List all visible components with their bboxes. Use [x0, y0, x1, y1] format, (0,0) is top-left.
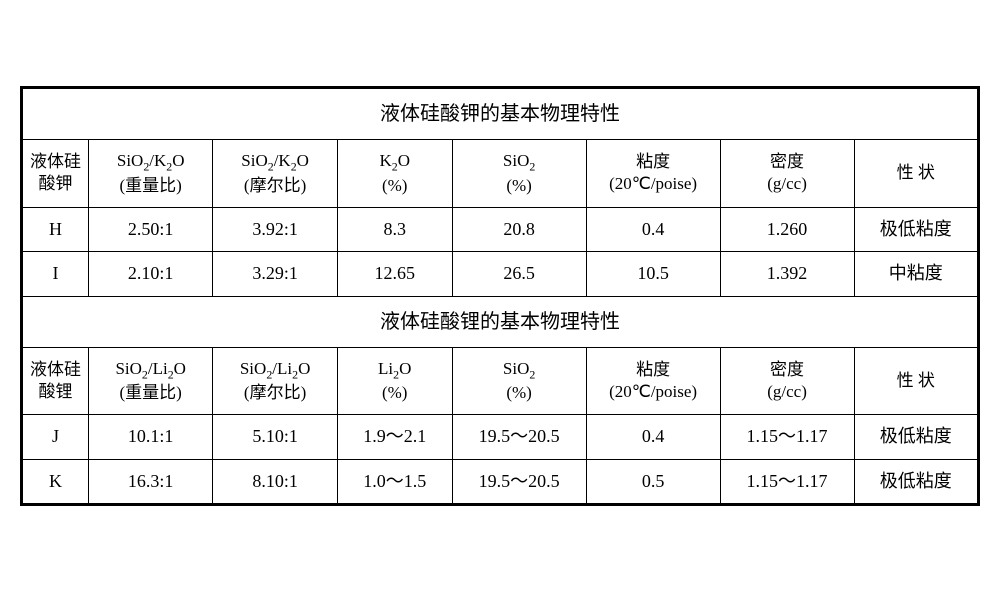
table-row: I 2.10:1 3.29:1 12.65 26.5 10.5 1.392 中粘… [22, 252, 979, 296]
col-header-li2o: Li2O(%) [337, 347, 452, 415]
col-header-property: 性 状 [854, 347, 978, 415]
cell-label: I [22, 252, 89, 296]
cell-mol: 8.10:1 [213, 459, 337, 504]
col-header-k2o: K2O(%) [337, 139, 452, 207]
cell-li2o: 1.9～2.1 [337, 415, 452, 459]
cell-label: K [22, 459, 89, 504]
cell-visc: 0.4 [586, 207, 720, 251]
cell-sio2: 19.5～20.5 [452, 415, 586, 459]
col-header-sio2: SiO2(%) [452, 139, 586, 207]
cell-prop: 中粘度 [854, 252, 978, 296]
cell-prop: 极低粘度 [854, 207, 978, 251]
section-b-title-row: 液体硅酸锂的基本物理特性 [22, 296, 979, 347]
cell-wt: 10.1:1 [88, 415, 212, 459]
properties-table: 液体硅酸钾的基本物理特性 液体硅酸钾 SiO2/K2O(重量比) SiO2/K2… [20, 86, 980, 506]
table-row: K 16.3:1 8.10:1 1.0～1.5 19.5～20.5 0.5 1.… [22, 459, 979, 504]
section-a-title-row: 液体硅酸钾的基本物理特性 [22, 87, 979, 139]
cell-dens: 1.15～1.17 [720, 415, 854, 459]
section-a-title: 液体硅酸钾的基本物理特性 [22, 87, 979, 139]
cell-mol: 3.29:1 [213, 252, 337, 296]
cell-label: H [22, 207, 89, 251]
cell-visc: 10.5 [586, 252, 720, 296]
cell-li2o: 1.0～1.5 [337, 459, 452, 504]
col-header-mol-ratio: SiO2/Li2O(摩尔比) [213, 347, 337, 415]
col-header-label: 液体硅酸钾 [22, 139, 89, 207]
cell-k2o: 12.65 [337, 252, 452, 296]
cell-prop: 极低粘度 [854, 415, 978, 459]
cell-mol: 5.10:1 [213, 415, 337, 459]
cell-wt: 2.10:1 [88, 252, 212, 296]
cell-sio2: 19.5～20.5 [452, 459, 586, 504]
cell-wt: 2.50:1 [88, 207, 212, 251]
cell-dens: 1.15～1.17 [720, 459, 854, 504]
col-header-wt-ratio: SiO2/K2O(重量比) [88, 139, 212, 207]
hdr-c0: 液体硅酸钾 [30, 152, 81, 193]
section-b-header-row: 液体硅酸锂 SiO2/Li2O(重量比) SiO2/Li2O(摩尔比) Li2O… [22, 347, 979, 415]
col-header-mol-ratio: SiO2/K2O(摩尔比) [213, 139, 337, 207]
cell-sio2: 26.5 [452, 252, 586, 296]
table-row: J 10.1:1 5.10:1 1.9～2.1 19.5～20.5 0.4 1.… [22, 415, 979, 459]
cell-k2o: 8.3 [337, 207, 452, 251]
section-a-header-row: 液体硅酸钾 SiO2/K2O(重量比) SiO2/K2O(摩尔比) K2O(%)… [22, 139, 979, 207]
hdr-c0: 液体硅酸锂 [30, 360, 81, 401]
col-header-density: 密度(g/cc) [720, 139, 854, 207]
cell-mol: 3.92:1 [213, 207, 337, 251]
col-header-viscosity: 粘度(20℃/poise) [586, 347, 720, 415]
col-header-label: 液体硅酸锂 [22, 347, 89, 415]
cell-visc: 0.5 [586, 459, 720, 504]
cell-prop: 极低粘度 [854, 459, 978, 504]
cell-wt: 16.3:1 [88, 459, 212, 504]
cell-sio2: 20.8 [452, 207, 586, 251]
cell-dens: 1.260 [720, 207, 854, 251]
cell-label: J [22, 415, 89, 459]
col-header-property: 性 状 [854, 139, 978, 207]
col-header-sio2: SiO2(%) [452, 347, 586, 415]
cell-visc: 0.4 [586, 415, 720, 459]
table-wrap: 液体硅酸钾的基本物理特性 液体硅酸钾 SiO2/K2O(重量比) SiO2/K2… [20, 86, 980, 506]
col-header-density: 密度(g/cc) [720, 347, 854, 415]
section-b-title: 液体硅酸锂的基本物理特性 [22, 296, 979, 347]
col-header-viscosity: 粘度(20℃/poise) [586, 139, 720, 207]
table-row: H 2.50:1 3.92:1 8.3 20.8 0.4 1.260 极低粘度 [22, 207, 979, 251]
col-header-wt-ratio: SiO2/Li2O(重量比) [88, 347, 212, 415]
cell-dens: 1.392 [720, 252, 854, 296]
